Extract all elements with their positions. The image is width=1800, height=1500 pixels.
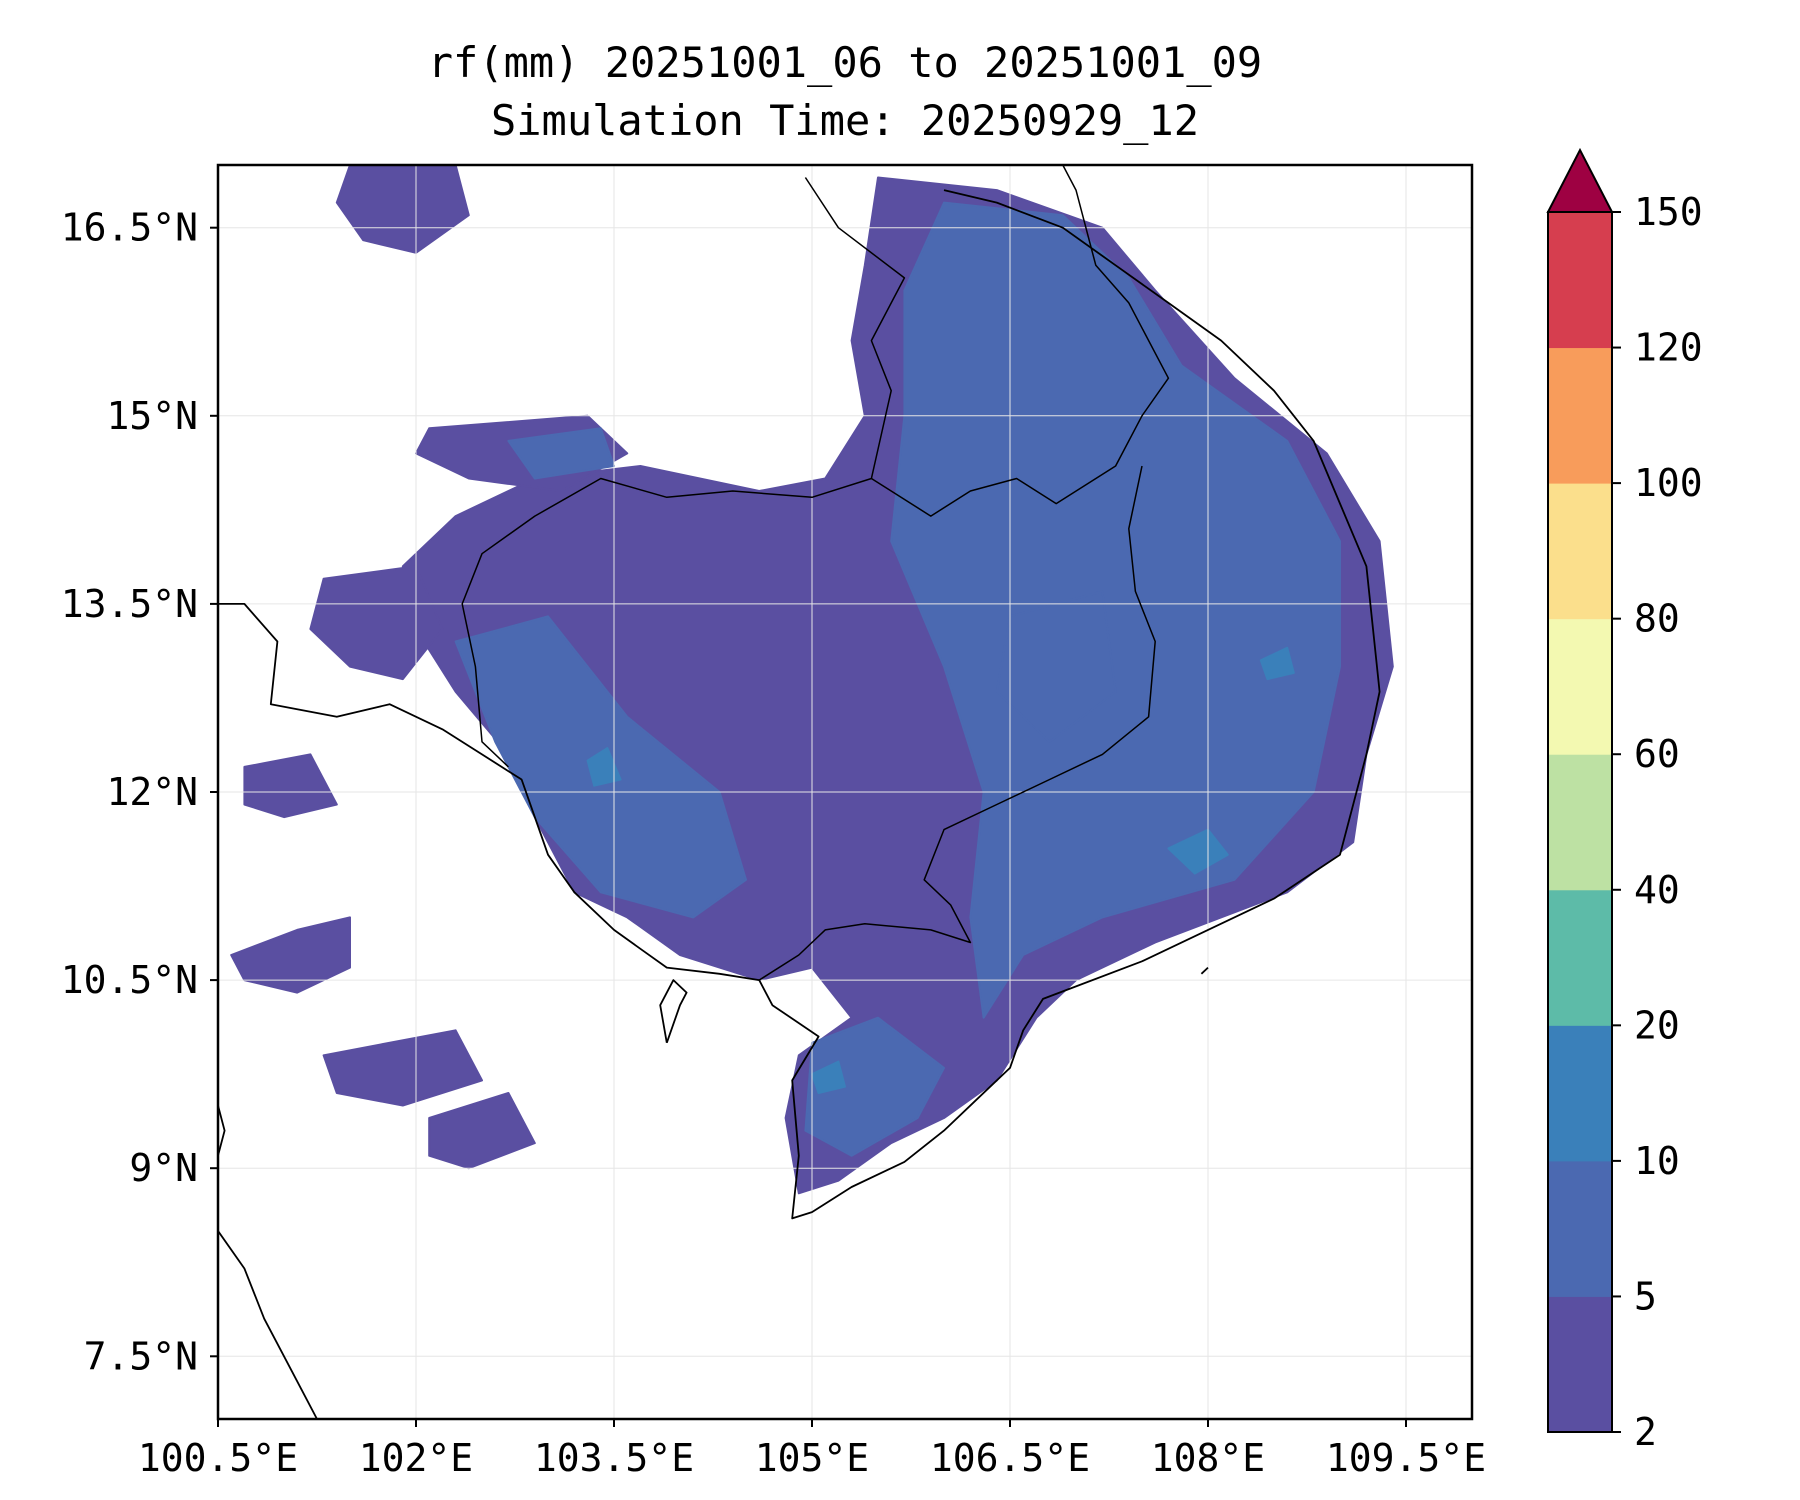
colorbar-segment [1548, 483, 1612, 620]
colorbar-segment [1548, 1025, 1612, 1162]
rainfall-fill-layer [230, 165, 1394, 1195]
colorbar-tick-label: 5 [1634, 1274, 1657, 1318]
colorbar-segment [1548, 212, 1612, 349]
coastline [659, 979, 688, 1044]
lat-tick-label: 13.5°N [61, 582, 198, 626]
lat-tick-label: 15°N [106, 394, 198, 438]
lat-tick-label: 12°N [106, 770, 198, 814]
country-border [461, 177, 906, 768]
lon-tick-label: 106.5°E [930, 1436, 1090, 1480]
lat-tick-label: 16.5°N [61, 206, 198, 250]
colorbar-tick-label: 2 [1634, 1410, 1657, 1454]
rain-field-level-2 [1167, 828, 1229, 875]
chart-title-line2: Simulation Time: 20250929_12 [490, 96, 1199, 145]
lon-tick-label: 109.5°E [1326, 1436, 1486, 1480]
colorbar-segment [1548, 754, 1612, 891]
lon-tick-label: 102°E [359, 1436, 473, 1480]
colorbar-tick-label: 10 [1634, 1139, 1680, 1183]
colorbar-tick-label: 150 [1634, 190, 1703, 234]
rain-field-level-1 [890, 201, 1341, 1019]
lon-tick-label: 105°E [755, 1436, 869, 1480]
colorbar-frame [1547, 211, 1613, 1433]
colorbar: 2 5 10 20 40 60 80 100 120 150 [1546, 147, 1703, 1454]
rain-field-level-2 [811, 1060, 846, 1094]
lat-tick-label: 9°N [129, 1146, 198, 1190]
rain-field-level-1 [804, 1016, 945, 1157]
colorbar-segment [1548, 889, 1612, 1026]
colorbar-extend-arrow [1546, 147, 1614, 213]
rain-field-level-0 [322, 1029, 483, 1107]
lat-tick-label: 7.5°N [84, 1334, 198, 1378]
lon-tick-label: 108°E [1151, 1436, 1265, 1480]
colorbar-segment [1548, 1160, 1612, 1297]
colorbar-tick-label: 120 [1634, 326, 1703, 370]
country-border [758, 465, 1156, 981]
rain-field-level-1 [995, 590, 1117, 743]
coastline [218, 189, 1381, 1220]
axis-ticks-layer: 100.5°E 102°E 103.5°E 105°E 106.5°E 108°E 109.… [61, 206, 1486, 1480]
colorbar-tick-label: 80 [1634, 597, 1680, 641]
rain-field-level-0 [428, 1092, 536, 1170]
lon-tick-label: 100.5°E [138, 1436, 298, 1480]
rain-field-level-2 [1259, 646, 1295, 681]
colorbar-tick-label: 100 [1634, 461, 1703, 505]
colorbar-tick-label: 60 [1634, 732, 1680, 776]
lon-tick-label: 103.5°E [534, 1436, 694, 1480]
coastline [1200, 966, 1209, 975]
rain-field-level-0 [243, 753, 338, 819]
rain-field-level-2 [586, 747, 622, 787]
lat-tick-label: 10.5°N [61, 958, 198, 1002]
colorbar-tick-label: 20 [1634, 1003, 1680, 1047]
country-border [870, 165, 1170, 517]
coastline [218, 1230, 318, 1419]
coastline [218, 1105, 226, 1156]
colorbar-segment [1548, 618, 1612, 755]
colorbar-tick-label: 40 [1634, 868, 1680, 912]
colorbar-segment [1548, 1296, 1612, 1433]
gridline-layer [218, 165, 1472, 1419]
colorbar-segment [1548, 347, 1612, 484]
chart-title-line1: rf(mm) 20251001_06 to 20251001_09 [427, 38, 1263, 87]
coastline-layer [218, 165, 1381, 1419]
